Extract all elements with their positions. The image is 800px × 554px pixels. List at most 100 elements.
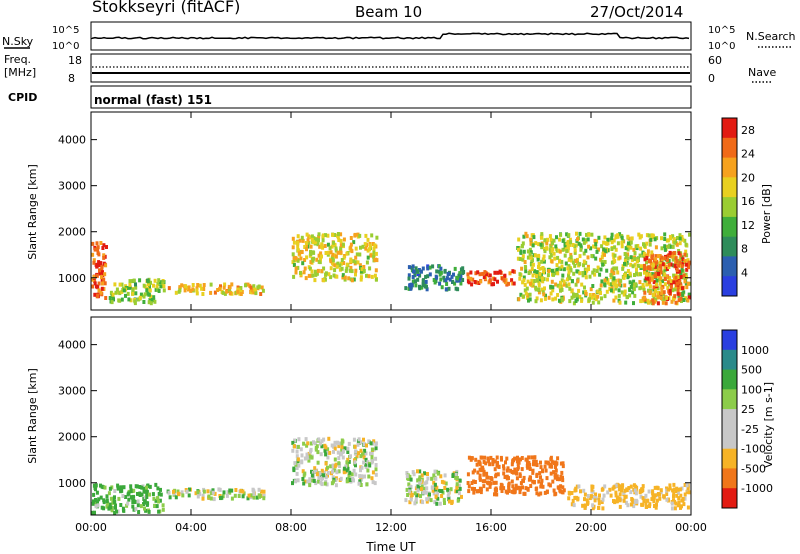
vel-cells-cell xyxy=(573,488,577,493)
vel-cells-cell xyxy=(312,478,316,483)
vel-cells-cell xyxy=(589,494,593,499)
power-cells-cell xyxy=(409,282,413,287)
power-cells-cell xyxy=(612,276,616,281)
power-cells-cell xyxy=(335,264,339,269)
vel-cells-cell xyxy=(486,480,489,485)
power-cells-cell xyxy=(471,277,475,282)
vel-cells-cell xyxy=(136,499,140,504)
vel-cells-cell xyxy=(652,493,656,498)
power-cells-cell xyxy=(294,266,298,271)
power-cells-cell xyxy=(659,268,662,272)
power-cells-cell xyxy=(573,263,577,268)
power-cells-cell xyxy=(614,278,618,283)
vel-cells-cell xyxy=(495,492,499,497)
power-cells-cell xyxy=(562,282,566,287)
vel-cells-cell xyxy=(548,483,552,488)
vel-cells-cell xyxy=(412,472,416,477)
power-cells-cell xyxy=(294,270,298,275)
vel-cells-cell xyxy=(668,486,672,491)
power-cells-cell xyxy=(542,270,545,275)
vel-cells-cell xyxy=(262,496,266,501)
power-cells-cell xyxy=(533,253,537,258)
vel-cells-cell xyxy=(116,509,120,514)
vel-cells-cell xyxy=(347,459,351,464)
power-cells-cell xyxy=(340,266,344,271)
vel-cells-cell xyxy=(134,484,138,489)
vel-cells-cell xyxy=(416,469,419,474)
power-cells-cell xyxy=(307,234,311,239)
vel-cells-cell xyxy=(493,492,496,497)
vel-cells-cell xyxy=(109,496,113,501)
power-cells-cell xyxy=(551,285,555,290)
power-cells-cell xyxy=(548,247,552,252)
power-cells-cell xyxy=(639,272,642,277)
vel-cells-cell xyxy=(585,498,589,503)
power-cells-cell xyxy=(684,275,688,280)
vel-cells-cell xyxy=(126,501,130,506)
power-cells-cell xyxy=(475,280,479,285)
power-cells-cell xyxy=(648,272,652,277)
power-cells-cell xyxy=(675,268,679,272)
power-cells-cell xyxy=(256,285,260,290)
power-colorbar-segment xyxy=(722,256,737,277)
velocity-colorbar-tick: -25 xyxy=(741,423,759,436)
power-cells-cell xyxy=(478,272,482,277)
vel-cells-cell xyxy=(194,491,198,496)
power-cells-cell xyxy=(261,288,265,293)
vel-cells-cell xyxy=(613,500,617,505)
vel-cells-cell xyxy=(107,506,111,511)
power-cells-cell xyxy=(686,258,690,263)
power-cells-cell xyxy=(621,266,625,271)
power-cells-cell xyxy=(120,282,124,287)
vel-cells-cell xyxy=(356,442,360,447)
power-cells-cell xyxy=(618,232,622,237)
vel-cells-cell xyxy=(622,491,626,495)
vel-cells-cell xyxy=(581,503,585,508)
vel-cells-cell xyxy=(305,452,309,457)
power-cells-cell xyxy=(623,273,627,278)
power-cells-cell xyxy=(537,262,541,266)
vel-cells-cell xyxy=(180,490,184,495)
power-cells-cell xyxy=(642,285,646,290)
power-cells-cell xyxy=(542,277,546,282)
power-cells-cell xyxy=(131,279,135,284)
vel-cells-cell xyxy=(324,445,328,450)
power-cells-cell xyxy=(485,272,489,277)
power-colorbar-tick: 16 xyxy=(741,195,755,208)
power-cells-cell xyxy=(613,282,617,287)
power-cells-cell xyxy=(600,259,604,264)
power-cells-cell xyxy=(96,293,100,298)
power-cells-cell xyxy=(578,254,582,259)
vel-cells-cell xyxy=(340,441,344,446)
vel-cells-cell xyxy=(517,460,521,465)
power-cells-cell xyxy=(493,270,497,275)
vel-cells-cell xyxy=(544,460,548,465)
vel-cells-cell xyxy=(561,461,565,466)
vel-cells-cell xyxy=(653,504,656,508)
power-cells-cell xyxy=(219,284,222,289)
vel-cells-cell xyxy=(336,450,340,455)
vel-cells-cell xyxy=(146,483,150,488)
vel-cells-cell xyxy=(370,447,374,452)
vel-cells-cell xyxy=(570,502,574,507)
power-cells-cell xyxy=(191,287,195,292)
vel-cells-cell xyxy=(499,486,503,491)
power-cells-cell xyxy=(361,244,365,249)
power-cells-cell xyxy=(296,234,300,239)
vel-cells-cell xyxy=(586,494,590,498)
power-cells-cell xyxy=(603,294,607,299)
vel-cells-cell xyxy=(360,474,363,479)
power-cells-cell xyxy=(627,241,630,246)
vel-cells-cell xyxy=(687,490,691,495)
power-cells-cell xyxy=(649,237,653,242)
power-cells-cell xyxy=(308,235,312,240)
vel-cells-cell xyxy=(683,496,687,501)
power-cells-cell xyxy=(373,273,377,278)
vel-cells-cell xyxy=(370,476,374,481)
power-cells-cell xyxy=(303,245,307,249)
vel-cells-cell xyxy=(292,466,296,471)
power-cells-cell xyxy=(459,267,463,272)
vel-cells-cell xyxy=(436,471,440,476)
power-cells-cell xyxy=(113,282,117,287)
vel-cells-cell xyxy=(500,457,503,462)
